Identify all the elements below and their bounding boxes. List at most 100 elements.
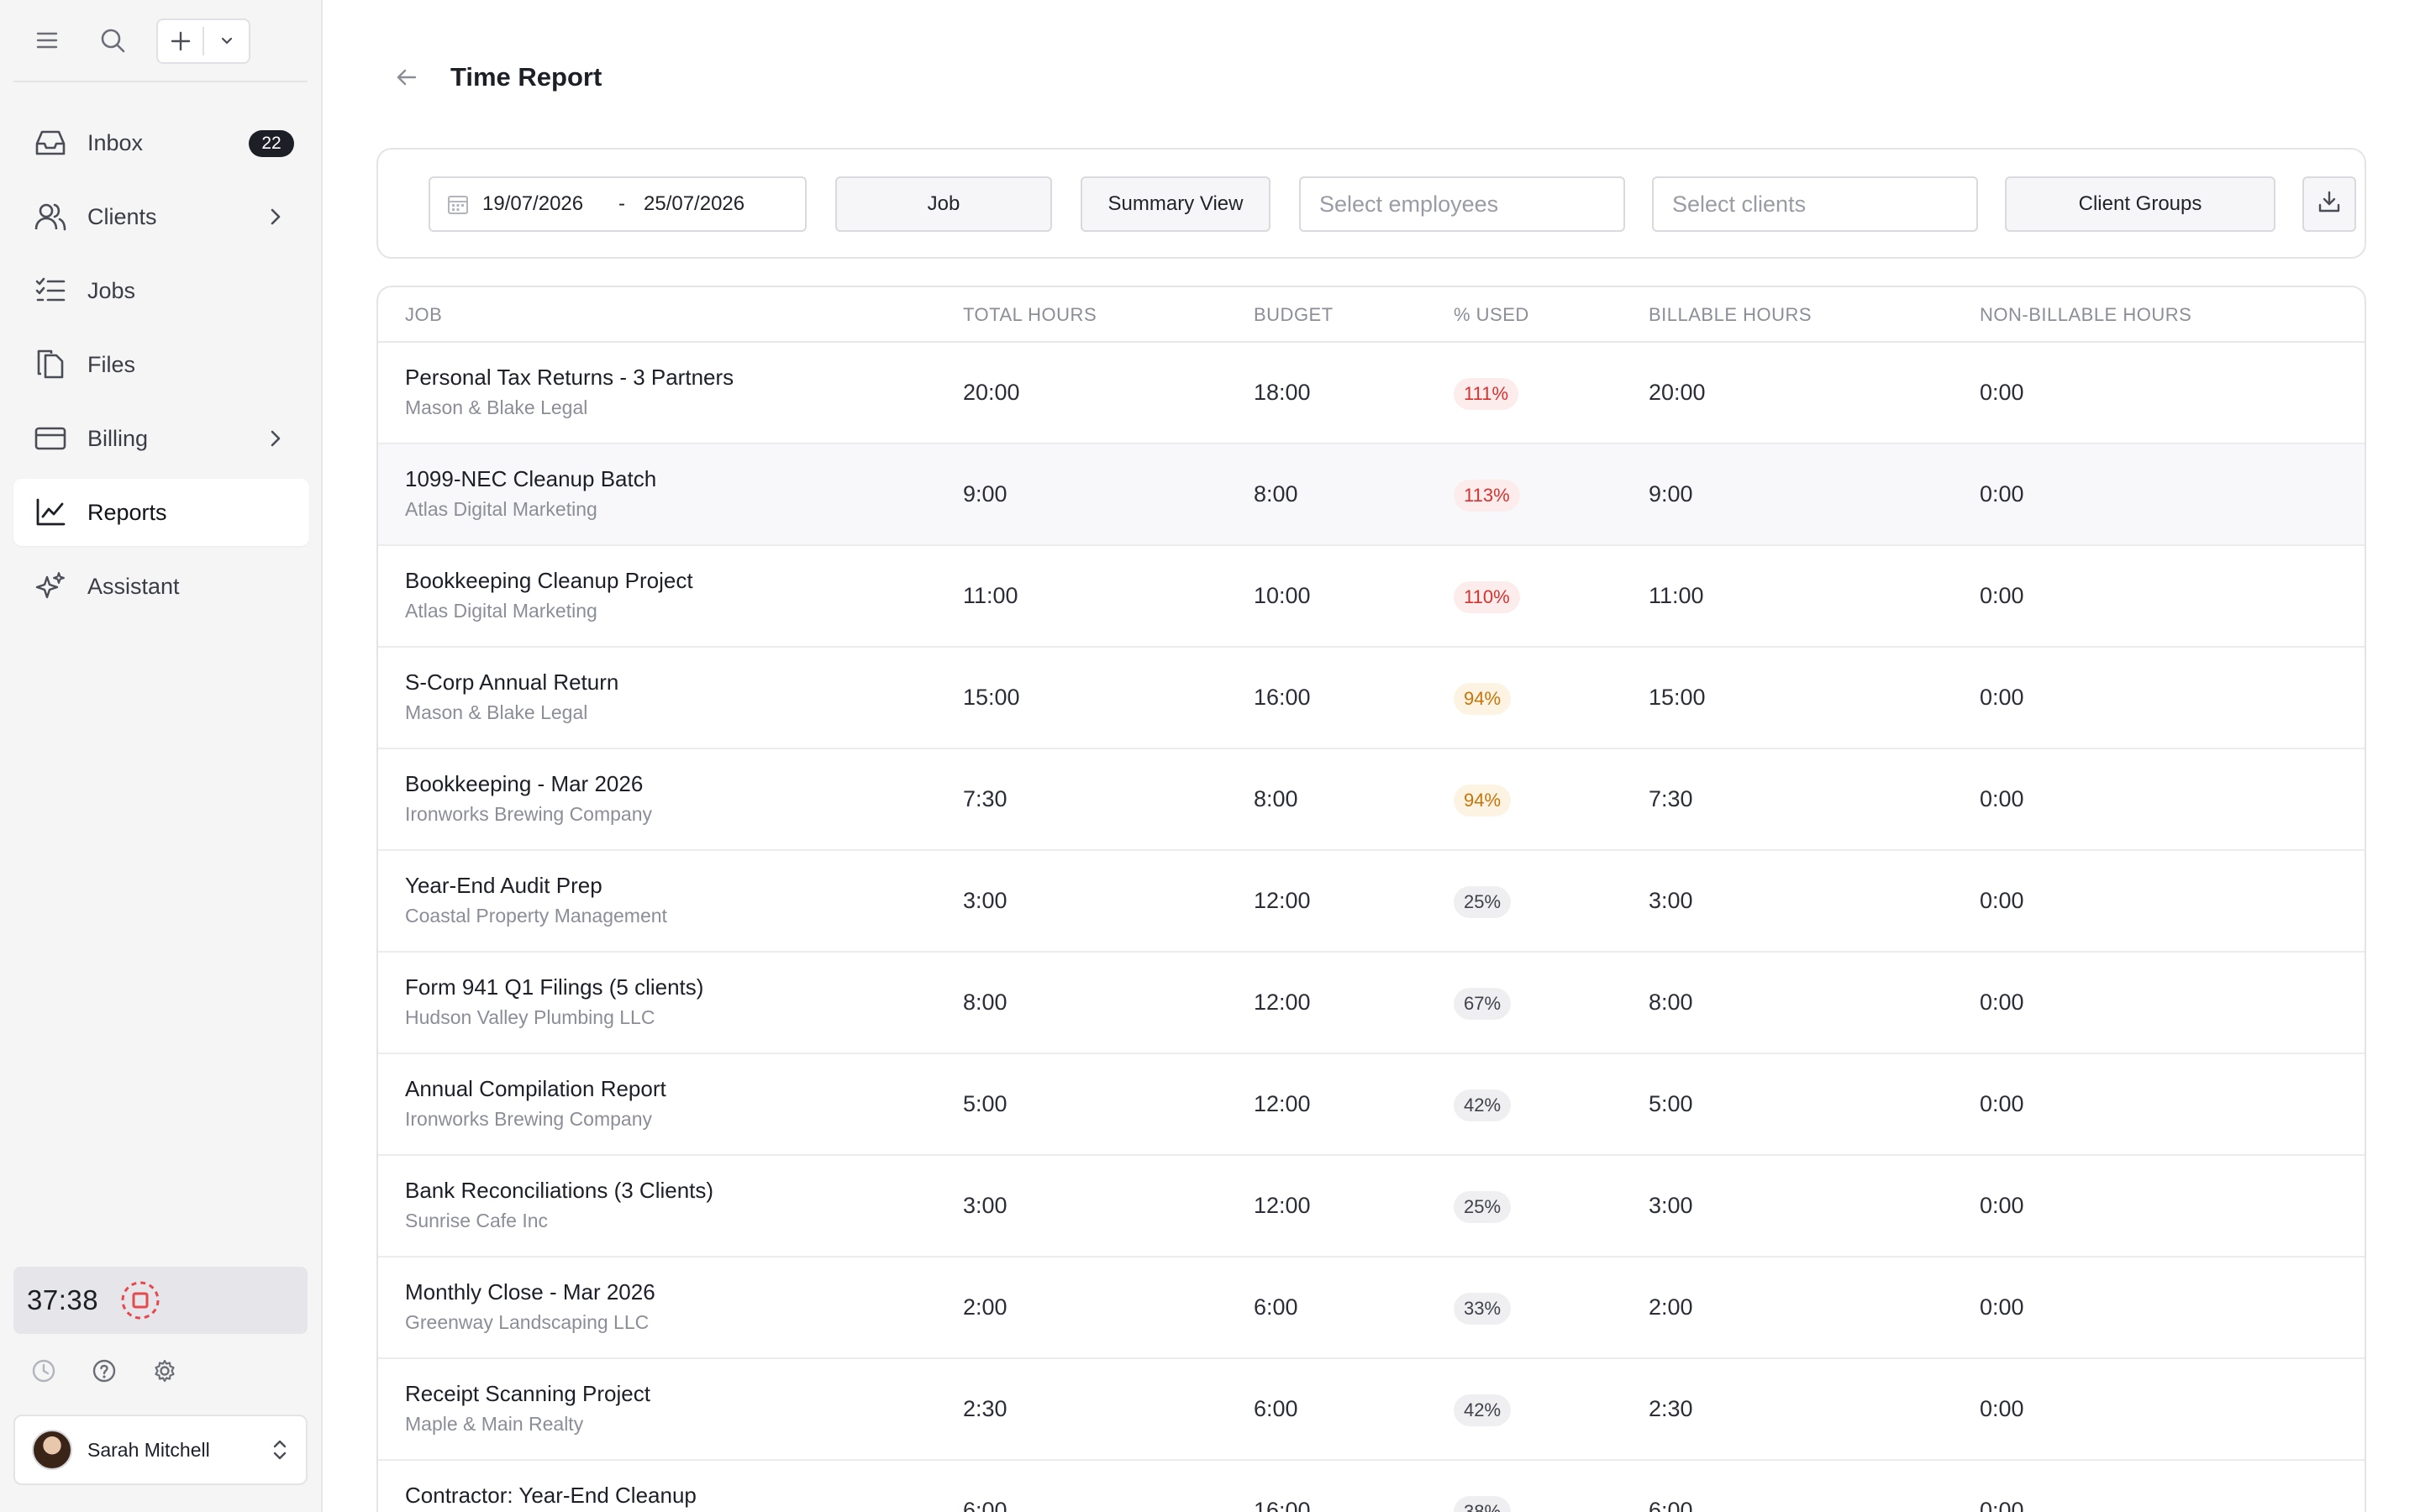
sidebar-item-label: Reports xyxy=(87,499,167,525)
column-header-job[interactable]: JOB xyxy=(405,304,443,325)
table-row[interactable]: Bank Reconciliations (3 Clients) Sunrise … xyxy=(378,1156,2365,1257)
sidebar-item-clients[interactable]: Clients xyxy=(13,183,309,250)
user-menu[interactable]: Sarah Mitchell xyxy=(13,1415,308,1485)
sidebar-item-billing[interactable]: Billing xyxy=(13,405,309,472)
table-row[interactable]: Personal Tax Returns - 3 Partners Mason &… xyxy=(378,343,2365,444)
sidebar-item-jobs[interactable]: Jobs xyxy=(13,257,309,324)
job-name[interactable]: Personal Tax Returns - 3 Partners xyxy=(405,365,734,390)
job-name[interactable]: Contractor: Year-End Cleanup xyxy=(405,1483,697,1508)
percent-used-badge: 111% xyxy=(1454,378,1519,410)
view-mode-select[interactable]: Summary View xyxy=(1081,176,1270,232)
chevron-down-icon[interactable] xyxy=(204,20,249,62)
column-header-non-billable-hours[interactable]: NON-BILLABLE HOURS xyxy=(1980,304,2192,325)
billable-hours: 20:00 xyxy=(1649,380,1706,405)
column-header-total-hours[interactable]: TOTAL HOURS xyxy=(963,304,1097,325)
table-row[interactable]: Form 941 Q1 Filings (5 clients) Hudson Va… xyxy=(378,953,2365,1054)
client-name: Hudson Valley Plumbing LLC xyxy=(405,1006,655,1028)
download-icon xyxy=(2317,190,2341,219)
client-name: Ironworks Brewing Company xyxy=(405,1108,653,1130)
clients-select[interactable]: Select clients xyxy=(1652,176,1978,232)
percent-used-badge: 25% xyxy=(1454,1191,1512,1223)
table-row[interactable]: Annual Compilation Report Ironworks Brewi… xyxy=(378,1054,2365,1156)
table-row[interactable]: Monthly Close - Mar 2026 Greenway Landsca… xyxy=(378,1257,2365,1359)
user-name: Sarah Mitchell xyxy=(87,1438,210,1461)
table-row[interactable]: Receipt Scanning Project Maple & Main Rea… xyxy=(378,1359,2365,1461)
download-button[interactable] xyxy=(2302,176,2356,232)
sidebar-item-reports[interactable]: Reports xyxy=(13,479,309,546)
date-from[interactable]: 19/07/2026 xyxy=(482,192,584,215)
sidebar-item-files[interactable]: Files xyxy=(13,331,309,398)
plus-icon[interactable] xyxy=(158,20,203,62)
gear-icon[interactable] xyxy=(150,1356,180,1386)
new-item-button[interactable] xyxy=(156,18,250,64)
date-to[interactable]: 25/07/2026 xyxy=(644,192,745,215)
sidebar-divider xyxy=(13,81,308,82)
job-name[interactable]: Monthly Close - Mar 2026 xyxy=(405,1279,655,1305)
help-icon[interactable] xyxy=(89,1356,119,1386)
billable-hours: 3:00 xyxy=(1649,1193,1693,1218)
budget: 6:00 xyxy=(1254,1396,1298,1421)
inbox-count-badge: 22 xyxy=(249,130,294,157)
billable-hours: 15:00 xyxy=(1649,685,1706,710)
employees-select[interactable]: Select employees xyxy=(1299,176,1625,232)
column-header-budget[interactable]: BUDGET xyxy=(1254,304,1334,325)
calendar-icon xyxy=(445,192,471,217)
non-billable-hours: 0:00 xyxy=(1980,1193,2024,1218)
percent-used-badge: 33% xyxy=(1454,1293,1512,1325)
billable-hours: 7:30 xyxy=(1649,786,1693,811)
inbox-icon xyxy=(34,126,67,160)
list-check-icon xyxy=(34,274,67,307)
job-name[interactable]: 1099-NEC Cleanup Batch xyxy=(405,466,657,491)
date-range-picker[interactable]: 19/07/2026 - 25/07/2026 xyxy=(429,176,807,232)
table-row[interactable]: S-Corp Annual Return Mason & Blake Legal 1… xyxy=(378,648,2365,749)
sidebar-item-label: Assistant xyxy=(87,573,180,599)
group-by-select[interactable]: Job xyxy=(835,176,1052,232)
sidebar-item-assistant[interactable]: Assistant xyxy=(13,553,309,620)
stop-timer-icon[interactable] xyxy=(120,1280,160,1320)
job-name[interactable]: Bookkeeping - Mar 2026 xyxy=(405,771,644,796)
percent-used-badge: 25% xyxy=(1454,886,1512,918)
total-hours: 7:30 xyxy=(963,786,1007,811)
non-billable-hours: 0:00 xyxy=(1980,888,2024,913)
client-name: Atlas Digital Marketing xyxy=(405,600,597,622)
billable-hours: 5:00 xyxy=(1649,1091,1693,1116)
column-header-billable-hours[interactable]: BILLABLE HOURS xyxy=(1649,304,1812,325)
table-row[interactable]: Contractor: Year-End Cleanup 6:00 16:00 38%… xyxy=(378,1461,2365,1512)
column-header-used[interactable]: % USED xyxy=(1454,304,1529,325)
non-billable-hours: 0:00 xyxy=(1980,1396,2024,1421)
percent-used-badge: 42% xyxy=(1454,1394,1512,1426)
table-row[interactable]: Year-End Audit Prep Coastal Property Mana… xyxy=(378,851,2365,953)
budget: 6:00 xyxy=(1254,1294,1298,1320)
budget: 10:00 xyxy=(1254,583,1311,608)
job-name[interactable]: Receipt Scanning Project xyxy=(405,1381,650,1406)
total-hours: 15:00 xyxy=(963,685,1020,710)
billable-hours: 2:30 xyxy=(1649,1396,1693,1421)
users-icon xyxy=(34,200,67,234)
non-billable-hours: 0:00 xyxy=(1980,786,2024,811)
billable-hours: 9:00 xyxy=(1649,481,1693,507)
clock-icon[interactable] xyxy=(29,1356,59,1386)
job-name[interactable]: Annual Compilation Report xyxy=(405,1076,666,1101)
job-name[interactable]: Bookkeeping Cleanup Project xyxy=(405,568,693,593)
total-hours: 9:00 xyxy=(963,481,1007,507)
job-name[interactable]: S-Corp Annual Return xyxy=(405,669,619,695)
job-name[interactable]: Form 941 Q1 Filings (5 clients) xyxy=(405,974,704,1000)
job-name[interactable]: Year-End Audit Prep xyxy=(405,873,602,898)
chevron-right-icon[interactable] xyxy=(260,202,291,232)
table-row[interactable]: 1099-NEC Cleanup Batch Atlas Digital Mark… xyxy=(378,444,2365,546)
total-hours: 8:00 xyxy=(963,990,1007,1015)
back-arrow-icon[interactable] xyxy=(390,60,424,94)
sidebar-item-inbox[interactable]: Inbox 22 xyxy=(13,109,309,176)
non-billable-hours: 0:00 xyxy=(1980,380,2024,405)
percent-used-badge: 94% xyxy=(1454,683,1512,715)
percent-used-badge: 110% xyxy=(1454,581,1520,613)
chevron-right-icon[interactable] xyxy=(260,423,291,454)
table-row[interactable]: Bookkeeping - Mar 2026 Ironworks Brewing … xyxy=(378,749,2365,851)
menu-icon[interactable] xyxy=(32,25,62,55)
new-button-divider xyxy=(203,27,204,55)
job-name[interactable]: Bank Reconciliations (3 Clients) xyxy=(405,1178,714,1203)
search-icon[interactable] xyxy=(97,25,128,55)
budget: 16:00 xyxy=(1254,685,1311,710)
client-groups-select[interactable]: Client Groups xyxy=(2005,176,2275,232)
table-row[interactable]: Bookkeeping Cleanup Project Atlas Digital… xyxy=(378,546,2365,648)
